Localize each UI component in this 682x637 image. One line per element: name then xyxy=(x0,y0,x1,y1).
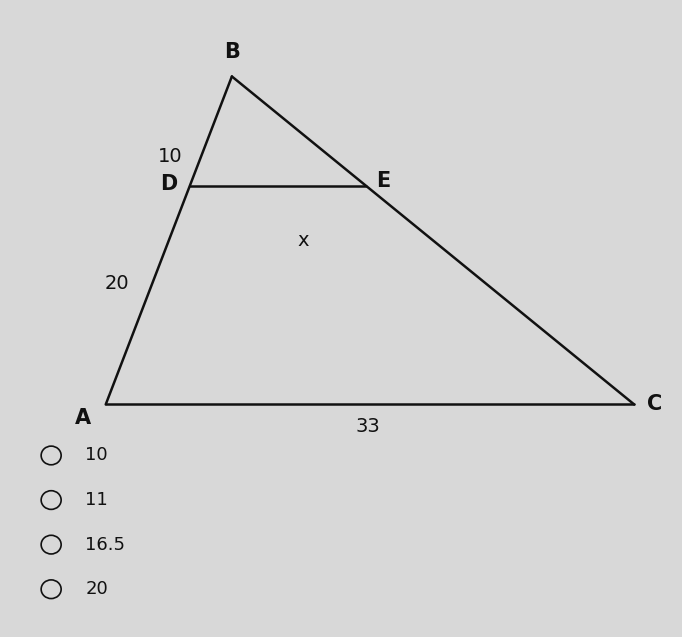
Text: 10: 10 xyxy=(158,147,183,166)
Text: C: C xyxy=(647,394,662,415)
Text: D: D xyxy=(160,175,177,194)
Text: x: x xyxy=(298,231,309,250)
Text: B: B xyxy=(224,43,240,62)
Text: A: A xyxy=(74,408,91,427)
Text: 20: 20 xyxy=(105,274,130,293)
Text: 20: 20 xyxy=(85,580,108,598)
Text: 16.5: 16.5 xyxy=(85,536,125,554)
Text: E: E xyxy=(376,171,390,190)
Text: 11: 11 xyxy=(85,491,108,509)
Text: 10: 10 xyxy=(85,447,108,464)
Text: 33: 33 xyxy=(356,417,381,436)
